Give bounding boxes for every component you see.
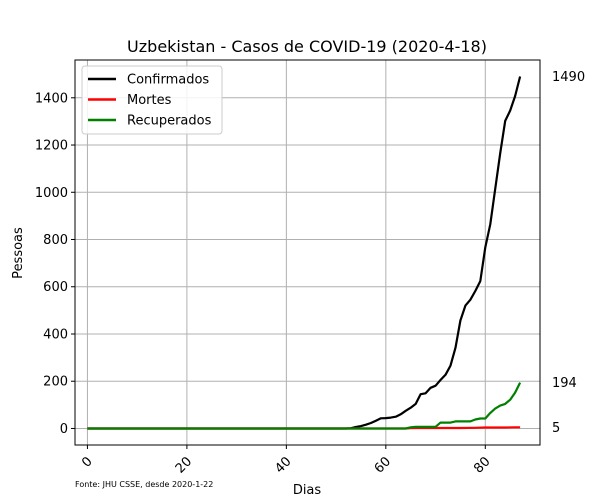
end-label-confirmados: 1490 [552, 70, 585, 85]
y-axis-ticks: 0 200 400 600 800 1000 1200 1400 [35, 91, 75, 437]
y-tick-label: 800 [43, 233, 68, 248]
x-tick-label: 80 [471, 454, 493, 476]
legend: Confirmados Mortes Recuperados [81, 65, 223, 135]
legend-label-mortes: Mortes [127, 93, 172, 108]
x-tick-label: 0 [79, 454, 95, 470]
y-tick-label: 1400 [35, 91, 68, 106]
y-tick-label: 200 [43, 375, 68, 390]
series-line-recuperados [87, 382, 522, 430]
x-axis-ticks: 0 20 40 60 80 [79, 445, 494, 477]
legend-box [81, 65, 223, 135]
end-label-mortes: 5 [552, 421, 560, 436]
series-line-confirmados [87, 76, 522, 430]
plot-frame [74, 59, 541, 446]
y-tick-label: 600 [43, 280, 68, 295]
chart-title: Uzbekistan - Casos de COVID-19 (2020-4-1… [127, 37, 487, 56]
end-labels: 1490 5 194 [552, 70, 585, 436]
y-tick-label: 400 [43, 327, 68, 342]
y-tick-label: 0 [60, 422, 68, 437]
series-lines [87, 76, 522, 430]
legend-label-confirmados: Confirmados [127, 73, 209, 88]
y-tick-label: 1200 [35, 139, 68, 154]
x-axis-label: Dias [293, 483, 322, 498]
x-tick-label: 20 [173, 454, 195, 476]
x-tick-label: 60 [372, 454, 394, 476]
legend-label-recuperados: Recuperados [127, 114, 212, 129]
end-label-recuperados: 194 [552, 376, 577, 391]
x-tick-label: 40 [272, 454, 294, 476]
source-note: Fonte: JHU CSSE, desde 2020-1-22 [75, 480, 213, 489]
y-tick-label: 1000 [35, 186, 68, 201]
y-axis-label: Pessoas [11, 227, 26, 279]
